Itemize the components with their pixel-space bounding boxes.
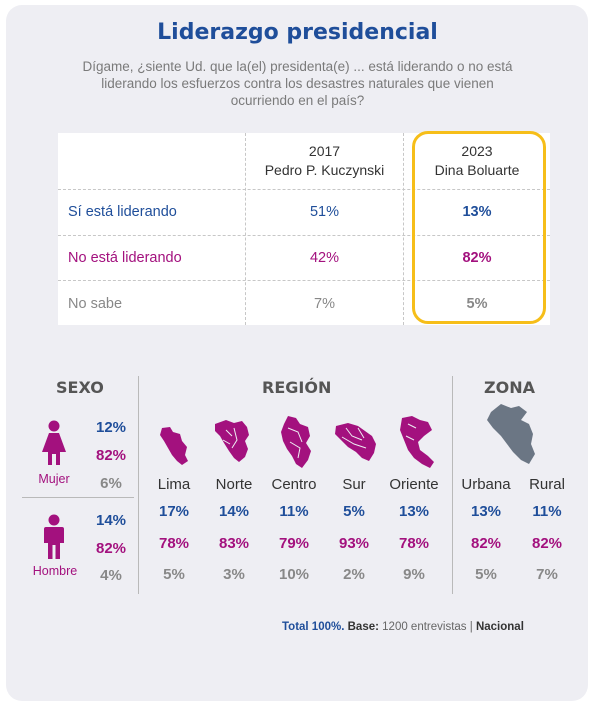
footer-base-value: 1200 entrevistas: [382, 621, 467, 633]
pct-value: 12%: [95, 419, 127, 436]
table-divider: [58, 280, 550, 281]
pct-value: 17%: [158, 503, 190, 520]
pct-value: 14%: [95, 512, 127, 529]
footer-note: Total 100%. Base: 1200 entrevistas | Nac…: [282, 621, 524, 633]
chart-card: [6, 5, 588, 701]
pct-value: 2%: [343, 566, 365, 583]
gender-label-hombre: Hombre: [32, 564, 78, 578]
norte-map-icon: [215, 420, 249, 462]
pct-value: 5%: [343, 503, 365, 520]
peru-map-icon: [487, 404, 535, 464]
table-cell: 13%: [462, 204, 492, 220]
question-line: Dígame, ¿siente Ud. que la(el) president…: [82, 59, 513, 74]
table-divider: [58, 189, 550, 190]
man-icon: [44, 514, 64, 559]
column-header-2017: 2017 Pedro P. Kuczynski: [246, 133, 403, 198]
footer-base-label: Base:: [347, 621, 379, 633]
pct-value: 13%: [398, 503, 430, 520]
table-cell: 5%: [466, 296, 488, 312]
pct-value: 9%: [403, 566, 425, 583]
table-divider: [245, 133, 246, 325]
pct-value: 82%: [95, 540, 127, 557]
pct-value: 79%: [278, 535, 310, 552]
region-label-norte: Norte: [215, 476, 253, 493]
sur-map-icon: [335, 423, 376, 461]
pct-value: 82%: [470, 535, 502, 552]
pct-value: 82%: [95, 447, 127, 464]
column-name: Pedro P. Kuczynski: [264, 162, 385, 178]
section-title-region: REGIÓN: [262, 378, 332, 397]
column-year: 2017: [308, 143, 341, 159]
page-title: Liderazgo presidencial: [157, 20, 438, 45]
woman-icon: [42, 420, 66, 465]
column-name: Dina Boluarte: [434, 162, 520, 178]
pct-value: 3%: [223, 566, 245, 583]
section-title-sexo: SEXO: [56, 378, 104, 397]
region-label-sur: Sur: [342, 476, 366, 493]
table-cell: 7%: [314, 296, 335, 312]
pct-value: 82%: [531, 535, 563, 552]
question-line: liderando los esfuerzos contra los desas…: [101, 76, 494, 91]
region-label-oriente: Oriente: [389, 476, 439, 493]
table-cell: 51%: [309, 204, 340, 220]
footer-scope: Nacional: [475, 621, 524, 633]
pct-value: 11%: [532, 503, 562, 520]
centro-map-icon: [281, 416, 311, 468]
pct-value: 5%: [475, 566, 497, 583]
pct-value: 6%: [100, 475, 122, 492]
section-title-zona: ZONA: [484, 378, 535, 397]
region-label-lima: Lima: [157, 476, 191, 493]
table-cell: 42%: [309, 250, 340, 266]
table-divider: [403, 133, 404, 325]
footer-total: Total 100%.: [282, 621, 345, 633]
question-line: ocurriendo en el país?: [230, 93, 365, 108]
lima-map-icon: [160, 427, 188, 465]
pct-value: 78%: [398, 535, 430, 552]
row-label-no: No está liderando: [68, 250, 182, 266]
pct-value: 78%: [158, 535, 190, 552]
gender-divider: [22, 497, 134, 498]
pct-value: 14%: [218, 503, 250, 520]
pct-value: 83%: [218, 535, 250, 552]
zone-label-rural: Rural: [529, 476, 565, 493]
pct-value: 93%: [338, 535, 370, 552]
table-divider: [58, 235, 550, 236]
pct-value: 10%: [278, 566, 310, 583]
section-divider: [138, 376, 139, 594]
oriente-map-icon: [400, 416, 434, 468]
row-label-si: Sí está liderando: [68, 204, 177, 220]
pct-value: 11%: [279, 503, 309, 520]
footer-separator: |: [469, 621, 473, 633]
pct-value: 7%: [536, 566, 558, 583]
pct-value: 13%: [470, 503, 502, 520]
pct-value: 4%: [100, 567, 122, 584]
column-header-2023: 2023 Dina Boluarte: [404, 133, 550, 198]
pct-value: 5%: [163, 566, 185, 583]
row-label-nosabe: No sabe: [68, 296, 123, 312]
gender-label-mujer: Mujer: [38, 472, 70, 486]
column-year: 2023: [461, 143, 493, 159]
survey-question: Dígame, ¿siente Ud. que la(el) president…: [40, 58, 555, 109]
region-label-centro: Centro: [271, 476, 317, 493]
table-cell: 82%: [462, 250, 492, 266]
zone-label-urbana: Urbana: [461, 476, 511, 493]
highlight-frame-2023: [412, 131, 546, 324]
comparison-table: 2017 Pedro P. Kuczynski 2023 Dina Boluar…: [58, 133, 550, 325]
section-divider: [452, 376, 453, 594]
